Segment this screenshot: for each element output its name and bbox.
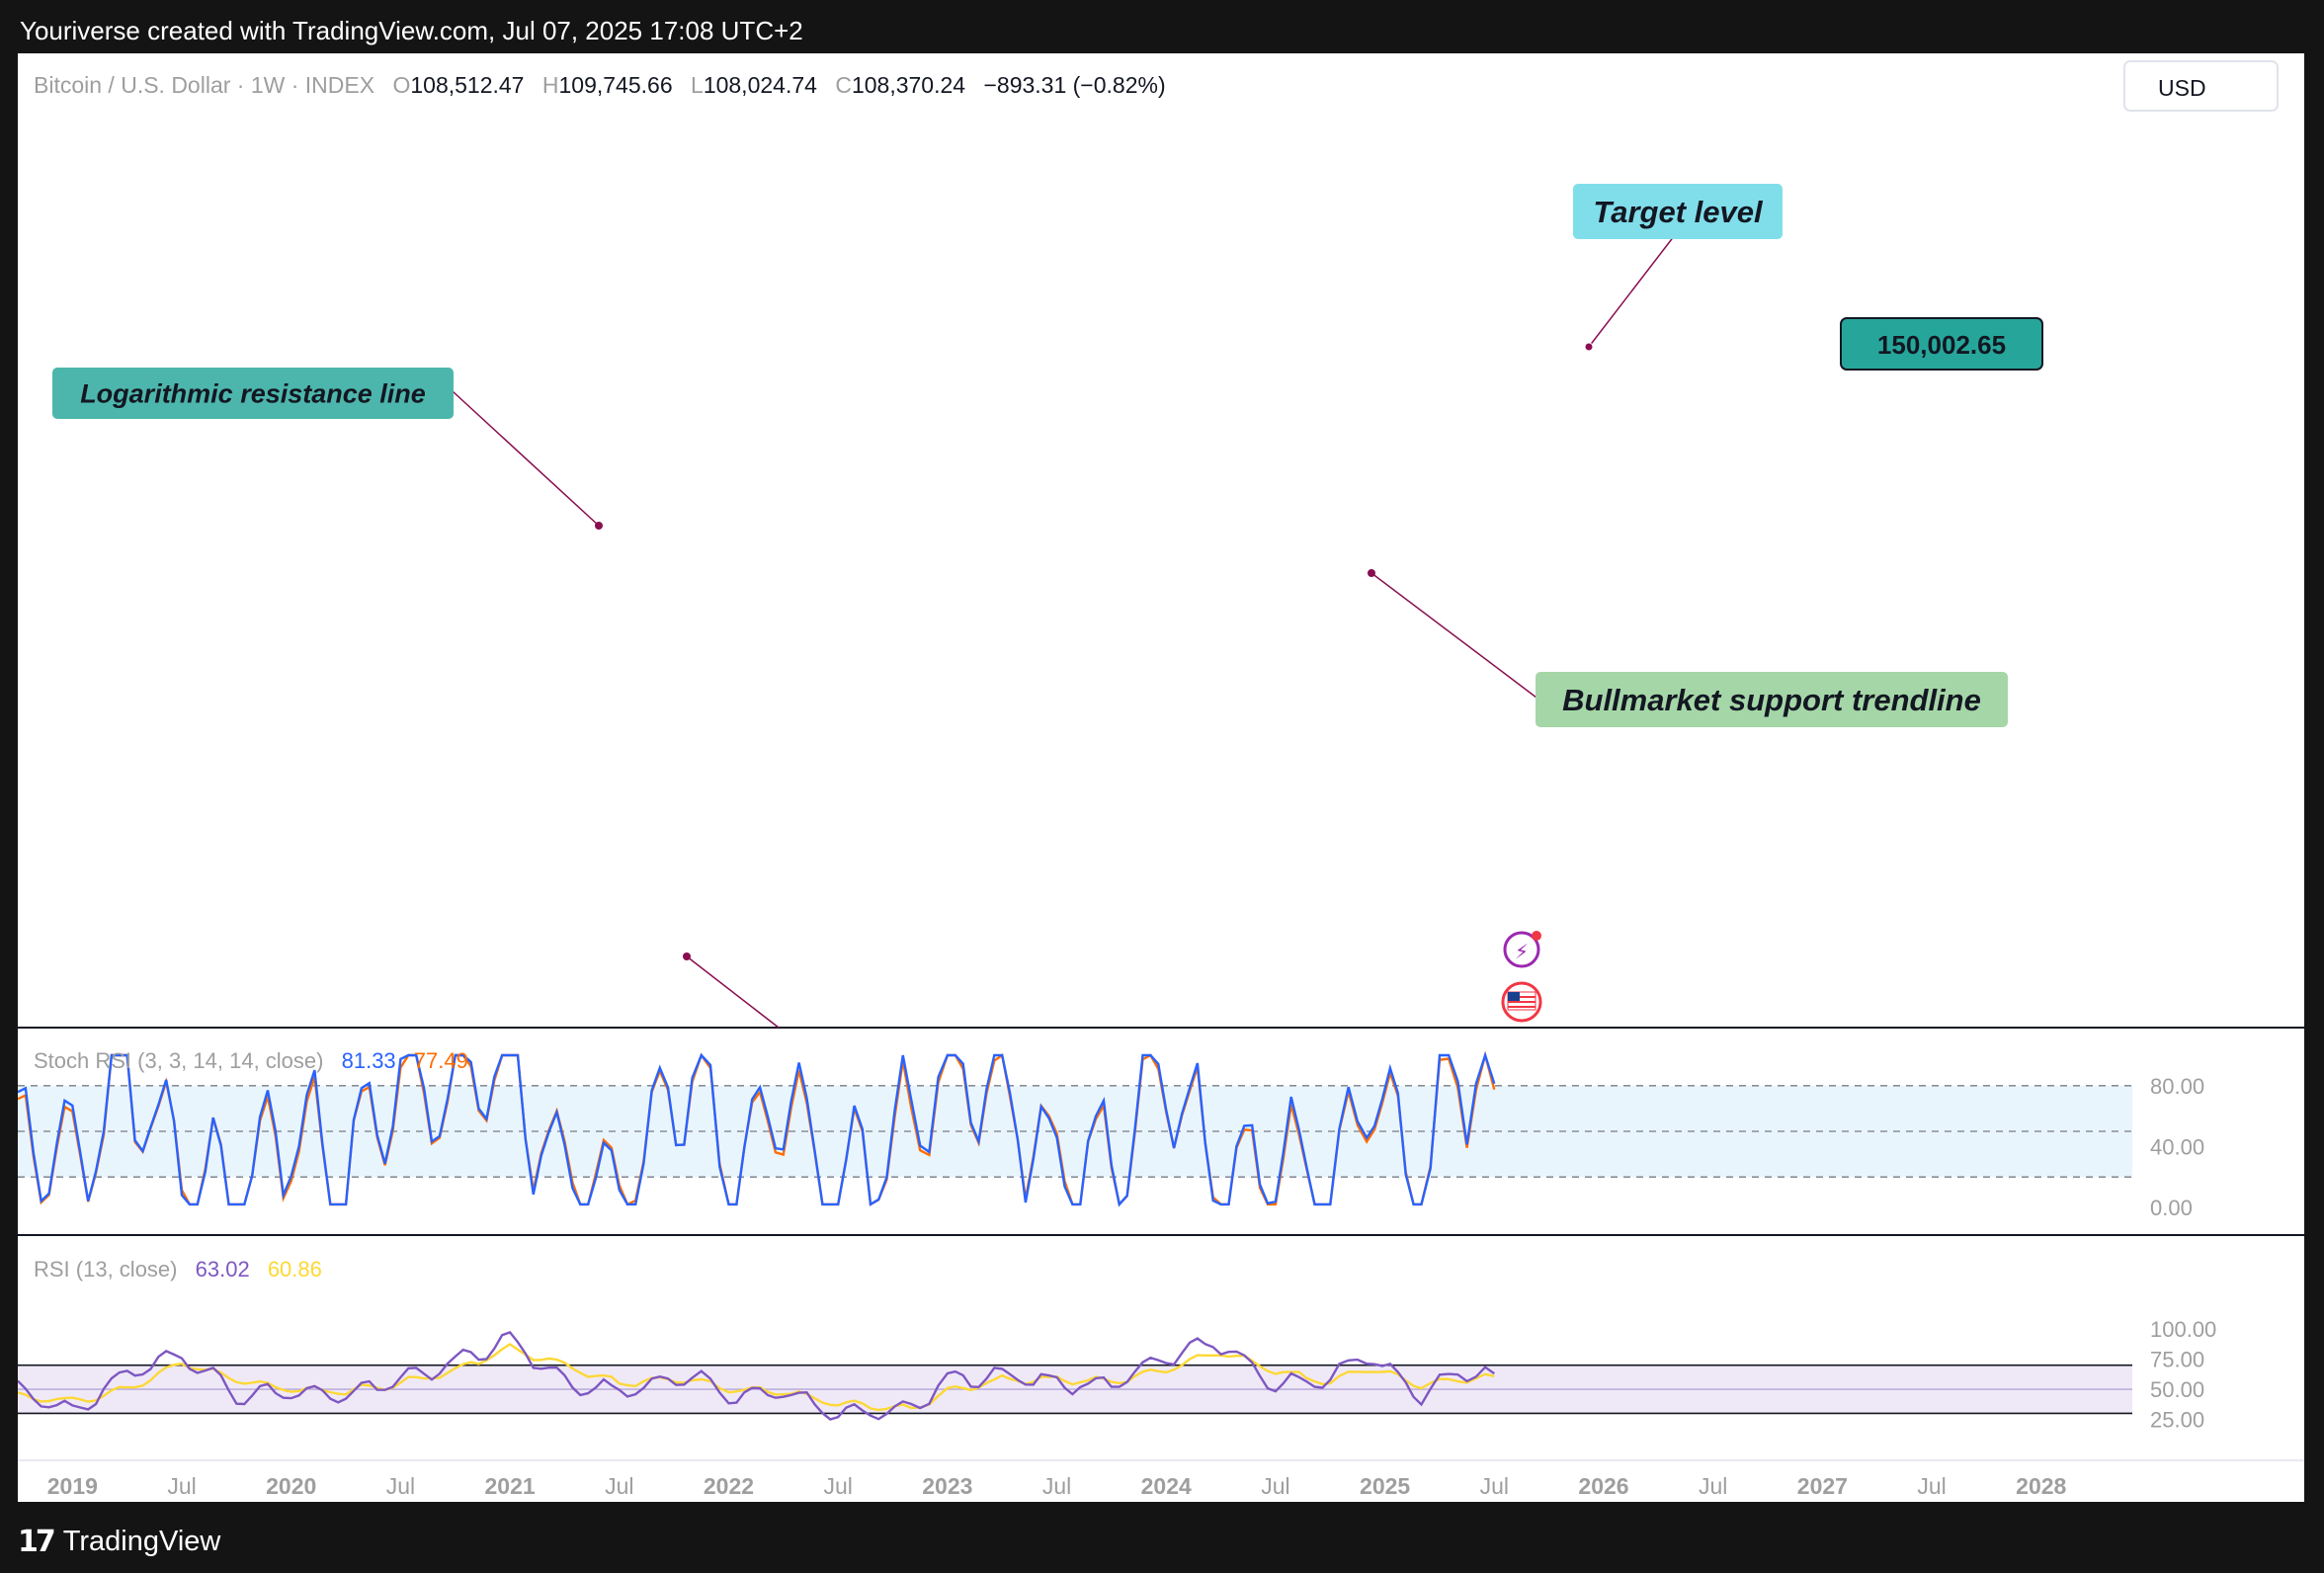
time-axis-tick: Jul <box>1480 1473 1509 1499</box>
rsi-ma-line <box>17 1342 1495 1412</box>
stoch-axis-tick: 80.00 <box>2150 1074 2204 1099</box>
currency-button[interactable]: USD <box>2123 60 2279 112</box>
callout-pointer <box>686 955 780 1029</box>
stoch-k-line <box>17 1051 1496 1207</box>
callout-dot <box>683 952 691 960</box>
target-level-label[interactable]: Target level <box>1573 184 1783 239</box>
rsi-value: 63.02 <box>196 1257 250 1282</box>
currency-label: USD <box>2158 75 2206 101</box>
events-icon-group[interactable]: ⚡ <box>1501 931 1542 1023</box>
time-axis-tick: Jul <box>1261 1473 1289 1499</box>
legend-high: 109,745.66 <box>559 72 673 98</box>
time-axis-tick: 2028 <box>2016 1473 2066 1499</box>
flag-canton <box>1508 992 1520 1001</box>
rsi-axis-tick: 75.00 <box>2150 1348 2204 1372</box>
time-axis-tick: 2025 <box>1360 1473 1410 1499</box>
callout-pointer <box>1588 230 1679 348</box>
legend-symbol: Bitcoin / U.S. Dollar · 1W · INDEX <box>34 72 374 98</box>
tradingview-logo-icon: 𝟭𝟳 <box>18 1525 56 1558</box>
chart-attribution: Youriverse created with TradingView.com,… <box>20 16 803 45</box>
rsi-axis-tick: 25.00 <box>2150 1408 2204 1433</box>
rsi-axis-tick: 100.00 <box>2150 1317 2216 1342</box>
stoch-axis-tick: 40.00 <box>2150 1134 2204 1159</box>
time-axis-tick: 2021 <box>485 1473 536 1499</box>
chart-frame: 2019 Jul 2020 Jul 2021 Jul 2022 Jul 2023 Jul 2024 J… <box>17 53 2304 1502</box>
rsi-legend: RSI (13, close) 63.02 60.86 <box>34 1257 322 1282</box>
svg-text:RSI (13, close) 63.02: RSI (13, close) 63.02 60.86 <box>34 1257 322 1282</box>
svg-text:Bitcoin / U.S. Dollar · 1W · I: Bitcoin / U.S. Dollar · 1W · INDEX O108,… <box>34 72 1166 98</box>
time-axis-tick: 2027 <box>1797 1473 1848 1499</box>
main-legend: Bitcoin / U.S. Dollar · 1W · INDEX O108,… <box>34 72 1166 98</box>
target-price-box <box>1840 317 2043 371</box>
callout-dot <box>1584 342 1594 352</box>
target-level-label-box <box>1573 184 1783 239</box>
footer: 𝟭𝟳 TradingView <box>18 1522 220 1561</box>
callout-pointer <box>452 390 600 527</box>
time-axis-tick: Jul <box>823 1473 852 1499</box>
target-price-text: 150,002.65 <box>1877 330 2006 360</box>
bullmarket-support-label-text: Bullmarket support trendline <box>1562 683 1981 717</box>
time-axis-tick: Jul <box>1042 1473 1071 1499</box>
time-axis-tick: 2023 <box>922 1473 972 1499</box>
logarithmic-resistance-label-box <box>52 368 454 419</box>
rsi-axis-tick: 50.00 <box>2150 1377 2204 1402</box>
callout-dot <box>1368 569 1375 577</box>
target-price-callout[interactable]: 150,002.65 <box>1840 317 2043 371</box>
time-axis-tick: Jul <box>1917 1473 1946 1499</box>
rsi-ma-value: 60.86 <box>268 1257 322 1282</box>
rsi-line <box>17 1330 1495 1421</box>
logarithmic-resistance-label[interactable]: Logarithmic resistance line <box>52 368 454 419</box>
bullmarket-support-label-box <box>1536 672 2008 727</box>
stoch-d-value: 77.49 <box>414 1048 468 1073</box>
time-axis-tick: Jul <box>605 1473 633 1499</box>
logarithmic-resistance-label-text: Logarithmic resistance line <box>80 379 426 409</box>
time-axis-tick: 2020 <box>266 1473 316 1499</box>
target-level-label-text: Target level <box>1593 195 1764 229</box>
time-axis-tick: 2026 <box>1578 1473 1628 1499</box>
time-axis-tick: Jul <box>167 1473 196 1499</box>
stoch-title: Stoch RSI (3, 3, 14, 14, close) <box>34 1048 323 1073</box>
legend-change: −893.31 (−0.82%) <box>983 72 1165 98</box>
time-axis-tick: 2022 <box>704 1473 754 1499</box>
callout-dot <box>595 522 603 530</box>
svg-text:Stoch RSI (3, 3, 14, 14, close: Stoch RSI (3, 3, 14, 14, close) 81.33 77… <box>34 1048 468 1073</box>
bullmarket-support-label[interactable]: Bullmarket support trendline <box>1536 672 2008 727</box>
time-axis-tick: 2024 <box>1141 1473 1192 1499</box>
time-axis-tick: Jul <box>1699 1473 1727 1499</box>
legend-close: 108,370.24 <box>852 72 965 98</box>
lightning-icon[interactable] <box>1503 931 1540 968</box>
stoch-axis-tick: 0.00 <box>2150 1196 2193 1220</box>
callout-pointer <box>1370 572 1537 699</box>
time-axis-tick: Jul <box>386 1473 415 1499</box>
lightning-glyph: ⚡ <box>1515 942 1529 963</box>
rsi-title: RSI (13, close) <box>34 1257 178 1282</box>
legend-low: 108,024.74 <box>704 72 817 98</box>
footer-brand: TradingView <box>62 1525 221 1557</box>
stoch-legend: Stoch RSI (3, 3, 14, 14, close) 81.33 77… <box>34 1048 468 1073</box>
stoch-k-value: 81.33 <box>342 1048 396 1073</box>
notification-dot <box>1532 931 1541 941</box>
legend-open: 108,512.47 <box>410 72 524 98</box>
time-axis-tick: 2019 <box>47 1473 98 1499</box>
